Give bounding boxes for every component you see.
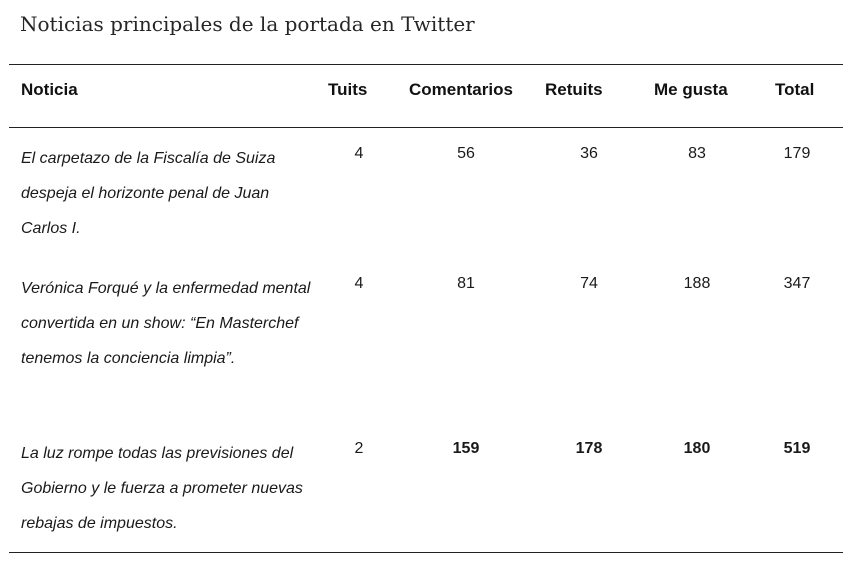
total-cell: 519 xyxy=(783,440,811,457)
comentarios-cell: 81 xyxy=(457,275,475,292)
me-gusta-cell: 83 xyxy=(688,145,706,162)
column-header-total: Total xyxy=(775,80,815,99)
retuits-cell: 74 xyxy=(580,275,598,292)
table-caption: Noticias principales de la portada en Tw… xyxy=(20,12,475,36)
headline-cell: La luz rompe todas las previsiones del G… xyxy=(21,445,303,532)
retuits-cell: 178 xyxy=(575,440,603,457)
tuits-cell: 4 xyxy=(354,145,364,162)
column-header-noticia: Noticia xyxy=(21,80,78,99)
headline-cell: Verónica Forqué y la enfermedad mental c… xyxy=(21,280,311,367)
me-gusta-cell: 188 xyxy=(683,275,711,292)
tuits-cell: 4 xyxy=(354,275,364,292)
me-gusta-cell: 180 xyxy=(683,440,711,457)
table-bottom-rule xyxy=(9,552,843,553)
column-header-tuits: Tuits xyxy=(328,80,368,99)
total-cell: 179 xyxy=(783,145,811,162)
headline-cell: El carpetazo de la Fiscalía de Suiza des… xyxy=(21,150,276,237)
tuits-cell: 2 xyxy=(354,440,364,457)
column-header-me-gusta: Me gusta xyxy=(654,80,728,99)
table-top-rule xyxy=(9,64,843,65)
column-header-comentarios: Comentarios xyxy=(409,80,513,99)
column-header-retuits: Retuits xyxy=(545,80,603,99)
comentarios-cell: 159 xyxy=(452,440,480,457)
table-header-rule xyxy=(9,127,843,128)
comentarios-cell: 56 xyxy=(457,145,475,162)
total-cell: 347 xyxy=(783,275,811,292)
retuits-cell: 36 xyxy=(580,145,598,162)
